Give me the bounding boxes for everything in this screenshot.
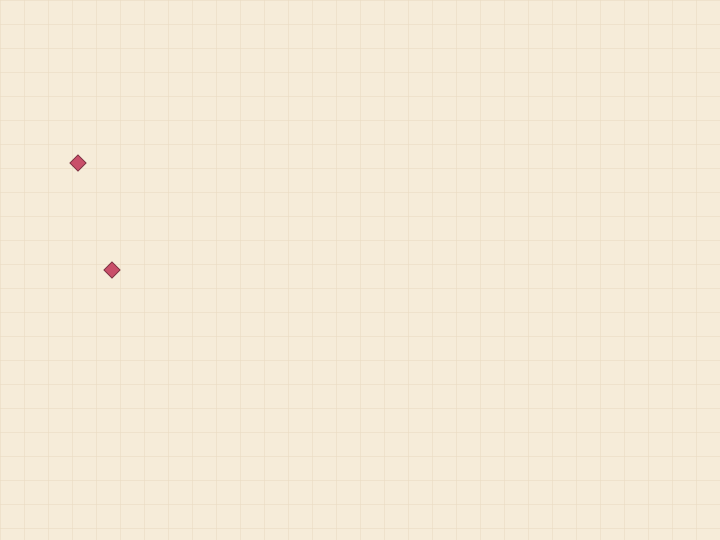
bullet-item: Responsibility accounting states that ma… xyxy=(50,147,670,251)
bullet-text: Responsibility accounting states that ma… xyxy=(65,147,656,249)
slide-body: Responsibility accounting states that ma… xyxy=(50,147,670,427)
slide: E. Variance Analysis and Performance Eva… xyxy=(0,0,720,540)
slide-title: E. Variance Analysis and Performance Eva… xyxy=(50,30,670,127)
diamond-bullet-icon xyxy=(69,151,87,179)
bullet-text: Unfavorable variances do not imply poor … xyxy=(60,254,661,425)
bullet-item: Unfavorable variances do not imply poor … xyxy=(50,254,670,427)
diamond-bullet-icon xyxy=(103,258,121,286)
